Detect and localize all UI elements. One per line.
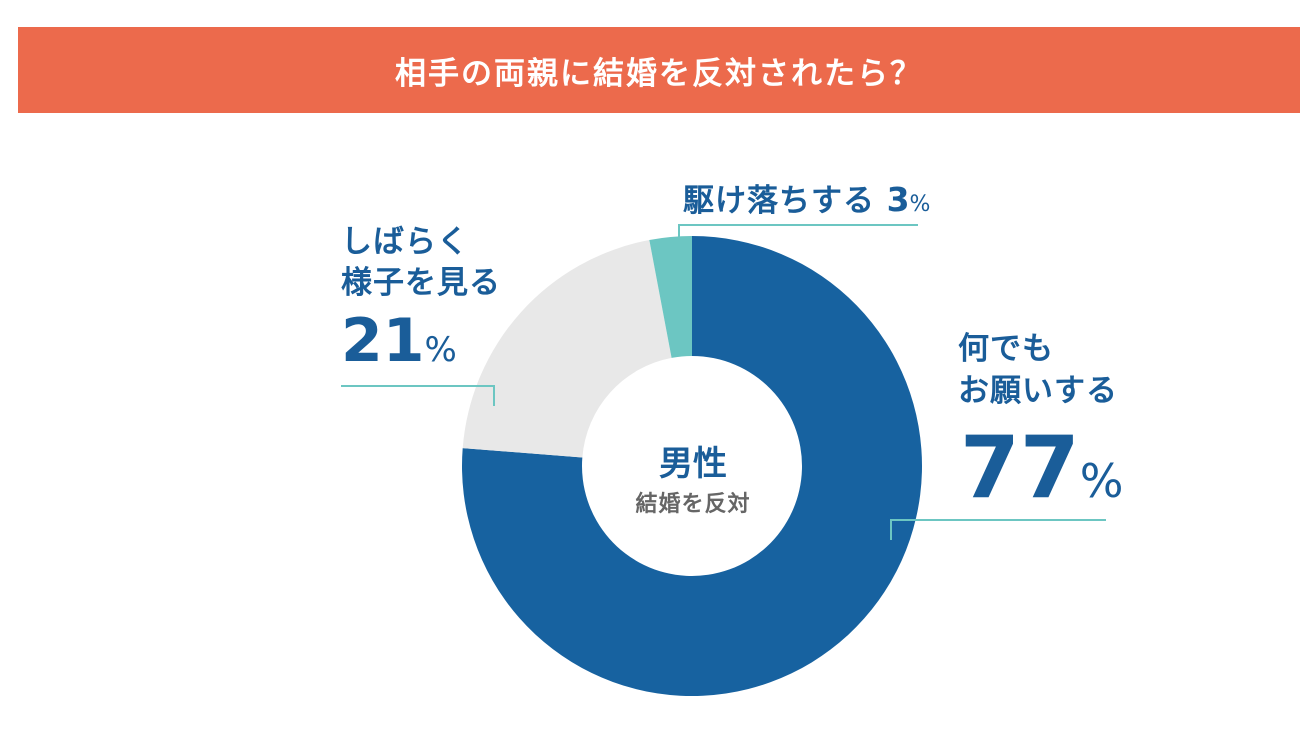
- label-everything-line2: お願いする: [958, 373, 1118, 409]
- slice-elope: [649, 236, 692, 358]
- label-elope: 駆け落ちする 3%: [683, 180, 930, 222]
- center-sublabel: 結婚を反対: [635, 492, 751, 517]
- center-label: 男性: [659, 444, 727, 484]
- percent-sign: %: [909, 192, 931, 217]
- percent-value: 77: [960, 418, 1080, 518]
- title-bar: 相手の両親に結婚を反対されたら？: [18, 27, 1300, 113]
- percent-value: 3: [886, 180, 910, 219]
- slice-everything: [461, 236, 923, 696]
- percent-sign: %: [1079, 454, 1124, 508]
- label-wait-percent: 21%: [341, 306, 457, 376]
- label-everything-line1: 何でも: [958, 331, 1054, 367]
- label-everything-percent: 77%: [960, 418, 1123, 518]
- leader-line-elope: [678, 224, 918, 247]
- percent-value: 21: [341, 306, 425, 376]
- leader-line-everything: [890, 519, 1106, 540]
- percent-sign: %: [424, 330, 457, 370]
- label-elope-text: 駆け落ちする: [683, 183, 875, 219]
- label-wait-line2: 様子を見る: [341, 265, 501, 301]
- leader-line-wait: [341, 385, 495, 406]
- chart-title: 相手の両親に結婚を反対されたら？: [395, 55, 923, 92]
- label-wait-line1: しばらく: [341, 224, 469, 260]
- slice-wait: [462, 239, 672, 458]
